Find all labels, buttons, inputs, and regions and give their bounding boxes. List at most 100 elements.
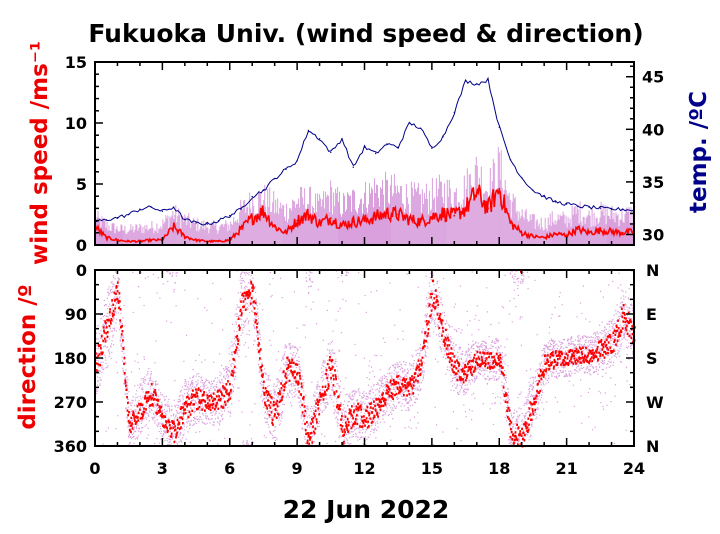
direction-range-point [366, 405, 367, 406]
direction-range-point [378, 419, 379, 420]
direction-range-point [425, 354, 426, 355]
direction-range-point [295, 355, 296, 356]
direction-range-point [274, 392, 275, 393]
direction-range-point [154, 420, 155, 421]
direction-range-point [141, 272, 142, 273]
direction-range-point [165, 405, 166, 406]
direction-range-point [487, 383, 488, 384]
direction-range-point [498, 340, 499, 341]
direction-range-point [342, 409, 343, 410]
wind-speed-point [341, 225, 343, 227]
direction-range-point [474, 380, 475, 381]
direction-range-point [125, 362, 126, 363]
direction-range-point [165, 413, 166, 414]
direction-range-point [386, 402, 387, 403]
direction-range-point [139, 368, 140, 369]
direction-range-point [522, 424, 523, 425]
direction-range-point [105, 367, 106, 368]
direction-range-point [180, 433, 181, 434]
direction-range-point [256, 329, 257, 330]
direction-range-point [161, 404, 162, 405]
direction-range-point [492, 340, 493, 341]
direction-range-point [174, 417, 175, 418]
direction-range-point [395, 386, 396, 387]
direction-range-point [348, 272, 349, 273]
direction-range-point [527, 412, 528, 413]
direction-range-point [557, 401, 558, 402]
direction-range-point [336, 398, 337, 399]
direction-range-point [112, 291, 113, 292]
direction-range-point [433, 284, 434, 285]
direction-range-point [323, 402, 324, 403]
direction-range-point [422, 367, 423, 368]
direction-range-point [465, 393, 466, 394]
direction-range-point [541, 384, 542, 385]
direction-range-point [214, 421, 215, 422]
direction-range-point [99, 383, 100, 384]
direction-range-point [439, 341, 440, 342]
direction-range-point [317, 388, 318, 389]
direction-range-point [491, 345, 492, 346]
direction-range-point [242, 271, 243, 272]
direction-range-point [407, 373, 408, 374]
direction-range-point [437, 281, 438, 282]
direction-range-point [467, 356, 468, 357]
direction-range-point [236, 308, 237, 309]
direction-range-point [540, 382, 541, 383]
direction-range-point [323, 366, 324, 367]
direction-range-point [205, 415, 206, 416]
direction-range-point [491, 371, 492, 372]
direction-range-point [211, 419, 212, 420]
direction-range-point [514, 274, 515, 275]
direction-range-point [131, 438, 132, 439]
wind-speed-point [128, 240, 130, 242]
direction-range-point [367, 377, 368, 378]
direction-range-point [228, 376, 229, 377]
direction-range-point [213, 387, 214, 388]
direction-range-point [513, 282, 514, 283]
direction-range-point [324, 436, 325, 437]
direction-range-point [346, 411, 347, 412]
direction-range-point [124, 325, 125, 326]
direction-range-point [408, 403, 409, 404]
direction-range-point [268, 411, 269, 412]
direction-range-point [463, 362, 464, 363]
direction-range-point [125, 393, 126, 394]
direction-range-point [570, 339, 571, 340]
direction-range-point [305, 416, 306, 417]
direction-range-point [543, 382, 544, 383]
direction-range-point [336, 366, 337, 367]
direction-range-point [551, 340, 552, 341]
direction-range-point [482, 370, 483, 371]
direction-range-point [174, 380, 175, 381]
direction-range-point [436, 303, 437, 304]
direction-range-point [517, 397, 518, 398]
direction-range-point [514, 410, 515, 411]
direction-range-point [488, 348, 489, 349]
direction-range-point [219, 375, 220, 376]
direction-range-point [537, 409, 538, 410]
direction-range-point [232, 390, 233, 391]
direction-range-point [227, 407, 228, 408]
direction-range-point [550, 346, 551, 347]
direction-range-point [552, 348, 553, 349]
direction-range-point [134, 427, 135, 428]
temperature-point [184, 219, 185, 220]
direction-range-point [359, 393, 360, 394]
direction-range-point [478, 343, 479, 344]
direction-range-point [334, 409, 335, 410]
direction-range-point [498, 378, 499, 379]
direction-range-point [242, 332, 243, 333]
direction-range-point [323, 410, 324, 411]
direction-range-point [583, 338, 584, 339]
direction-range-point [231, 403, 232, 404]
direction-range-point [285, 365, 286, 366]
direction-range-point [542, 366, 543, 367]
direction-range-point [281, 390, 282, 391]
direction-range-point [336, 320, 337, 321]
direction-range-point [558, 346, 559, 347]
direction-range-point [314, 435, 315, 436]
direction-range-point [154, 402, 155, 403]
wind-speed-point [274, 226, 276, 228]
direction-range-point [317, 426, 318, 427]
